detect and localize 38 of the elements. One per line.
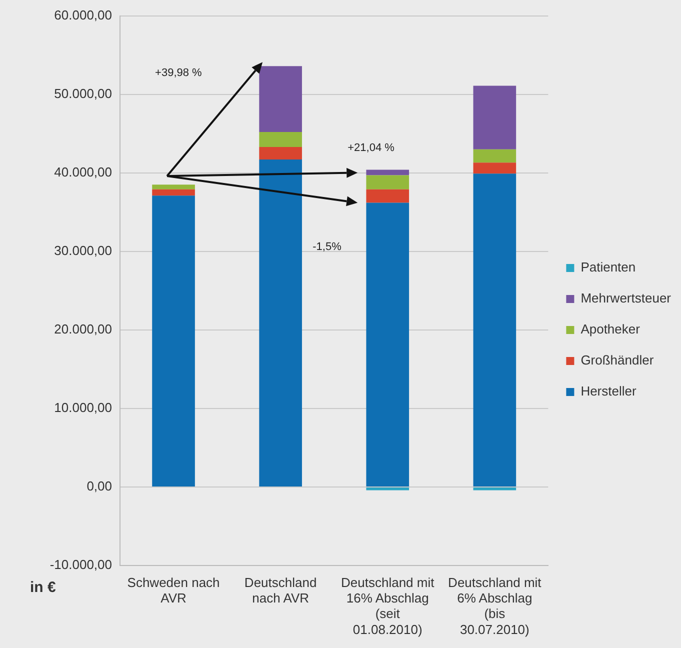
y-tick-label: 40.000,00 [54, 164, 112, 180]
bar [152, 184, 195, 190]
x-tick-label: Schweden nach AVR [127, 574, 220, 606]
bar [259, 160, 302, 487]
bar [366, 202, 410, 487]
bar [259, 132, 302, 147]
y-tick-label: 20.000,00 [54, 322, 112, 337]
y-tick-label: 10.000,00 [54, 400, 112, 416]
bar [366, 170, 410, 176]
bar [366, 175, 410, 190]
annotation: -1,5% [312, 240, 342, 252]
legend-label: Apotheker [580, 322, 641, 337]
x-tick-label: Deutschland nach AVR [244, 574, 317, 606]
bar [366, 488, 410, 490]
annotation: +39,98 % [155, 66, 202, 79]
bar [152, 196, 195, 487]
legend-label: Mehrwertsteuer [580, 290, 672, 306]
y-tick-label: 50.000,00 [54, 86, 112, 101]
bar [366, 189, 410, 203]
bar [473, 488, 516, 490]
y-tick-label: -10.000,00 [50, 557, 112, 572]
y-tick-label: 60.000,00 [54, 7, 112, 22]
legend-label: Großhändler [580, 352, 654, 368]
bar [473, 174, 516, 487]
bar [473, 149, 516, 163]
bar [259, 146, 302, 160]
legend-label: Hersteller [580, 384, 637, 399]
legend-label: Patienten [580, 260, 636, 275]
bar [152, 189, 195, 196]
y-tick-label: 0,00 [86, 478, 112, 494]
text: in € [30, 578, 56, 596]
y-tick-label: 30.000,00 [54, 243, 112, 258]
bar [473, 162, 516, 174]
x-tick-label: Deutschland mit 6% Abschlag (bis 30.07.2010) [448, 574, 542, 637]
annotation: +21,04 % [348, 142, 394, 154]
x-tick-label: Deutschland mit 16% Abschlag (seit 01.08.2010) [341, 574, 435, 637]
bar [259, 66, 302, 132]
bar [473, 86, 516, 150]
